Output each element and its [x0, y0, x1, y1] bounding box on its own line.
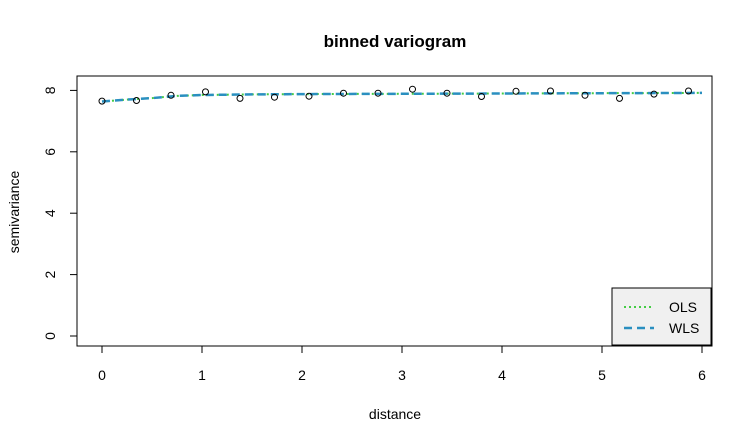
data-points [98, 85, 692, 105]
data-point [512, 87, 520, 95]
data-point [650, 90, 658, 98]
x-tick-label: 4 [498, 367, 506, 383]
x-tick-label: 5 [598, 367, 606, 383]
fitted-lines [101, 91, 703, 103]
data-point [202, 88, 209, 96]
data-point [581, 91, 589, 99]
data-point [685, 87, 692, 95]
x-tick-label: 6 [698, 367, 706, 383]
data-point [305, 92, 313, 100]
y-axis: 0 2 4 6 8 [42, 86, 78, 340]
x-axis: 0 1 2 3 4 5 6 [98, 345, 706, 383]
x-tick-label: 1 [198, 367, 206, 383]
data-point [236, 94, 244, 102]
data-point [409, 85, 416, 93]
y-tick-label: 4 [42, 209, 58, 217]
data-point [478, 93, 485, 100]
data-point [167, 91, 175, 99]
y-tick-label: 0 [42, 332, 58, 340]
data-point [616, 94, 623, 102]
y-tick-label: 8 [42, 86, 58, 94]
legend: OLS WLS [611, 287, 712, 346]
x-tick-label: 3 [398, 367, 406, 383]
data-point [98, 97, 106, 105]
legend-box [611, 287, 712, 346]
chart-title: binned variogram [324, 32, 467, 51]
x-tick-label: 0 [98, 367, 106, 383]
data-point [133, 97, 140, 104]
x-tick-label: 2 [298, 367, 306, 383]
data-point [340, 89, 347, 97]
y-tick-label: 2 [42, 270, 58, 278]
data-point [271, 93, 278, 101]
x-axis-label: distance [369, 406, 421, 422]
legend-wls-label: WLS [669, 320, 699, 336]
data-point [547, 87, 554, 95]
y-axis-label: semivariance [6, 171, 22, 254]
series-line-wls [101, 91, 703, 103]
data-point [374, 89, 382, 97]
data-point [443, 89, 451, 97]
legend-ols-label: OLS [669, 299, 697, 315]
y-tick-label: 6 [42, 148, 58, 156]
